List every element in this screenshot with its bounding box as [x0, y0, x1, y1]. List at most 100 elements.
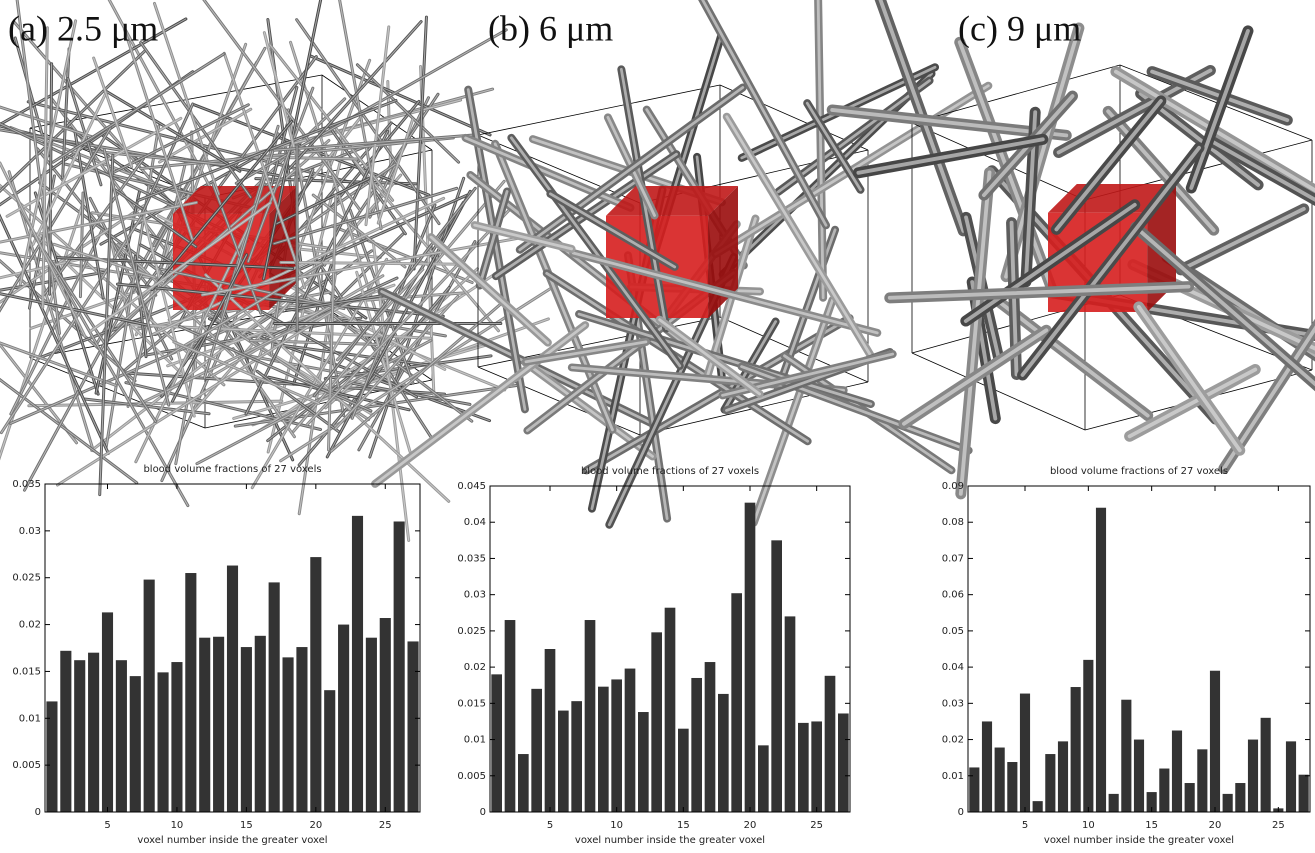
bar	[1235, 783, 1245, 812]
bar	[296, 647, 307, 812]
bar	[558, 711, 569, 812]
bar	[1210, 671, 1220, 812]
bar	[352, 516, 363, 812]
bar	[678, 729, 689, 812]
bar	[324, 690, 335, 812]
panel-label: (a) 2.5 μm	[8, 8, 158, 48]
bar	[88, 653, 99, 812]
bar	[1007, 762, 1017, 812]
y-tick-label: 0.015	[457, 698, 486, 709]
bar	[745, 503, 756, 812]
bar	[638, 712, 649, 812]
x-tick-label: 5	[104, 820, 110, 831]
y-tick-label: 0	[480, 807, 486, 818]
y-tick-label: 0.01	[19, 713, 41, 724]
bar	[158, 672, 169, 812]
y-tick-label: 0.035	[12, 479, 41, 490]
bar	[241, 647, 252, 812]
x-axis-label: voxel number inside the greater voxel	[575, 835, 765, 846]
y-tick-label: 0.09	[942, 481, 964, 492]
bar	[825, 676, 836, 812]
bar	[505, 620, 516, 812]
bar	[255, 636, 266, 812]
x-axis-label: voxel number inside the greater voxel	[137, 835, 327, 846]
bar	[1020, 694, 1030, 812]
bar	[310, 557, 321, 812]
bar	[1286, 741, 1296, 812]
bar	[571, 701, 582, 812]
bar	[995, 748, 1005, 812]
y-tick-label: 0	[958, 807, 964, 818]
bar	[1159, 769, 1169, 812]
bar	[1033, 801, 1043, 812]
x-tick-label: 20	[309, 820, 322, 831]
bar	[1172, 731, 1182, 813]
y-tick-label: 0.07	[942, 553, 964, 564]
y-tick-label: 0	[35, 807, 41, 818]
y-tick-label: 0.025	[457, 626, 486, 637]
bar	[338, 625, 349, 812]
y-tick-label: 0.005	[12, 760, 41, 771]
chart-title: blood volume fractions of 27 voxels	[143, 464, 321, 475]
bar	[1248, 740, 1258, 812]
x-tick-label: 25	[1272, 820, 1285, 831]
bar	[1109, 794, 1119, 812]
bar	[1045, 754, 1055, 812]
y-tick-label: 0.05	[942, 626, 964, 637]
bar	[366, 638, 377, 812]
bar	[1096, 508, 1106, 812]
bar	[718, 694, 729, 812]
x-tick-label: 10	[1082, 820, 1095, 831]
figure: (a) 2.5 μm blood volume fractions of 27 v…	[0, 0, 1315, 853]
bar	[518, 754, 529, 812]
x-tick-label: 20	[744, 820, 757, 831]
bar	[171, 662, 182, 812]
bar	[1197, 749, 1207, 812]
x-tick-label: 5	[1022, 820, 1028, 831]
bar	[665, 608, 676, 812]
bar	[838, 713, 849, 812]
y-tick-label: 0.04	[942, 662, 964, 673]
y-tick-label: 0.08	[942, 517, 964, 528]
x-tick-label: 25	[379, 820, 392, 831]
y-tick-label: 0.03	[19, 526, 41, 537]
bar	[785, 616, 796, 812]
bar	[531, 689, 542, 812]
y-tick-label: 0.02	[464, 662, 486, 673]
bar	[116, 660, 127, 812]
bar	[1121, 700, 1131, 812]
x-tick-label: 25	[810, 820, 823, 831]
bar	[408, 641, 419, 812]
y-tick-label: 0.005	[457, 771, 486, 782]
bar	[982, 721, 992, 812]
bar	[380, 618, 391, 812]
x-axis-label: voxel number inside the greater voxel	[1044, 835, 1234, 846]
bar	[1071, 687, 1081, 812]
chart-title: blood volume fractions of 27 voxels	[1050, 466, 1228, 477]
bar	[771, 540, 782, 812]
bar	[1299, 775, 1309, 812]
bar	[545, 649, 556, 812]
bar	[130, 676, 141, 812]
bar	[758, 745, 769, 812]
bar	[1058, 741, 1068, 812]
bar	[811, 721, 822, 812]
bar	[1223, 794, 1233, 812]
y-tick-label: 0.025	[12, 573, 41, 584]
bar	[199, 638, 210, 812]
bar	[1134, 740, 1144, 812]
bar	[1185, 783, 1195, 812]
bar	[74, 660, 85, 812]
y-tick-label: 0.04	[464, 517, 486, 528]
bar	[798, 723, 809, 812]
bar	[60, 651, 71, 812]
x-tick-label: 15	[240, 820, 253, 831]
y-tick-label: 0.01	[942, 771, 964, 782]
panel-label: (b) 6 μm	[488, 8, 613, 48]
bar	[185, 573, 196, 812]
bar	[731, 593, 742, 812]
bar	[651, 632, 662, 812]
bar	[598, 687, 609, 812]
x-tick-label: 15	[1145, 820, 1158, 831]
y-tick-label: 0.02	[942, 735, 964, 746]
